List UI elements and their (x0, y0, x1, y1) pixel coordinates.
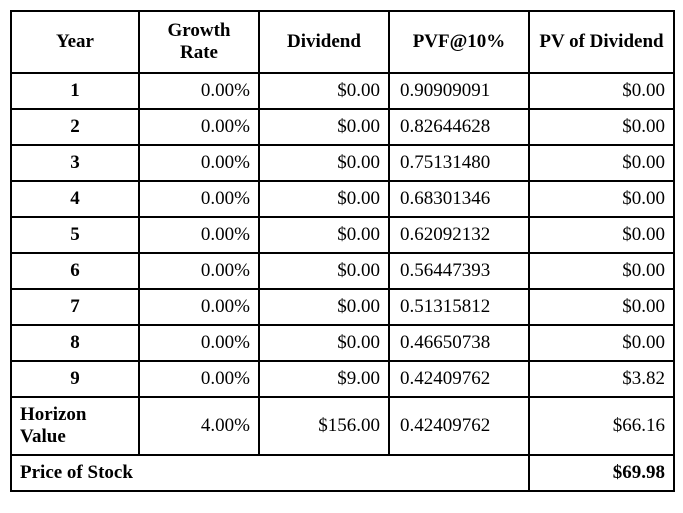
cell-growth: 0.00% (139, 109, 259, 145)
cell-dividend: $0.00 (259, 181, 389, 217)
price-value: $69.98 (529, 455, 674, 491)
cell-pvf: 0.42409762 (389, 361, 529, 397)
cell-growth: 0.00% (139, 217, 259, 253)
table-row: 1 0.00% $0.00 0.90909091 $0.00 (11, 73, 674, 109)
cell-growth: 0.00% (139, 325, 259, 361)
cell-pvf: 0.42409762 (389, 397, 529, 455)
cell-pv: $0.00 (529, 289, 674, 325)
table-row: 5 0.00% $0.00 0.62092132 $0.00 (11, 217, 674, 253)
table-row: 6 0.00% $0.00 0.56447393 $0.00 (11, 253, 674, 289)
dividend-table: Year Growth Rate Dividend PVF@10% PV of … (10, 10, 675, 492)
cell-year: 1 (11, 73, 139, 109)
cell-dividend: $0.00 (259, 289, 389, 325)
cell-pv: $0.00 (529, 181, 674, 217)
cell-year: 6 (11, 253, 139, 289)
price-row: Price of Stock $69.98 (11, 455, 674, 491)
col-year: Year (11, 11, 139, 73)
cell-growth: 0.00% (139, 145, 259, 181)
cell-pvf: 0.82644628 (389, 109, 529, 145)
cell-pvf: 0.51315812 (389, 289, 529, 325)
col-pv: PV of Dividend (529, 11, 674, 73)
cell-dividend: $0.00 (259, 325, 389, 361)
header-row: Year Growth Rate Dividend PVF@10% PV of … (11, 11, 674, 73)
table-row: 8 0.00% $0.00 0.46650738 $0.00 (11, 325, 674, 361)
cell-year: 3 (11, 145, 139, 181)
table-row: 4 0.00% $0.00 0.68301346 $0.00 (11, 181, 674, 217)
table-row: 3 0.00% $0.00 0.75131480 $0.00 (11, 145, 674, 181)
cell-year: 5 (11, 217, 139, 253)
cell-pv: $0.00 (529, 217, 674, 253)
table-row: 7 0.00% $0.00 0.51315812 $0.00 (11, 289, 674, 325)
cell-year: 4 (11, 181, 139, 217)
cell-pv: $0.00 (529, 253, 674, 289)
cell-dividend: $0.00 (259, 217, 389, 253)
cell-year: 7 (11, 289, 139, 325)
cell-pv: $3.82 (529, 361, 674, 397)
cell-growth: 0.00% (139, 253, 259, 289)
cell-dividend: $156.00 (259, 397, 389, 455)
cell-pvf: 0.75131480 (389, 145, 529, 181)
cell-dividend: $0.00 (259, 253, 389, 289)
cell-growth: 0.00% (139, 361, 259, 397)
cell-pv: $0.00 (529, 73, 674, 109)
cell-pvf: 0.46650738 (389, 325, 529, 361)
cell-year: 9 (11, 361, 139, 397)
cell-dividend: $0.00 (259, 109, 389, 145)
horizon-row: Horizon Value 4.00% $156.00 0.42409762 $… (11, 397, 674, 455)
col-growth: Growth Rate (139, 11, 259, 73)
cell-pvf: 0.56447393 (389, 253, 529, 289)
cell-dividend: $9.00 (259, 361, 389, 397)
col-dividend: Dividend (259, 11, 389, 73)
cell-growth: 4.00% (139, 397, 259, 455)
cell-dividend: $0.00 (259, 73, 389, 109)
cell-pvf: 0.90909091 (389, 73, 529, 109)
cell-year: 8 (11, 325, 139, 361)
horizon-label: Horizon Value (11, 397, 139, 455)
table-row: 9 0.00% $9.00 0.42409762 $3.82 (11, 361, 674, 397)
table-body: 1 0.00% $0.00 0.90909091 $0.00 2 0.00% $… (11, 73, 674, 491)
cell-pv: $66.16 (529, 397, 674, 455)
cell-growth: 0.00% (139, 289, 259, 325)
cell-year: 2 (11, 109, 139, 145)
cell-pv: $0.00 (529, 325, 674, 361)
cell-growth: 0.00% (139, 73, 259, 109)
cell-pvf: 0.68301346 (389, 181, 529, 217)
table-row: 2 0.00% $0.00 0.82644628 $0.00 (11, 109, 674, 145)
price-label: Price of Stock (11, 455, 529, 491)
cell-growth: 0.00% (139, 181, 259, 217)
cell-pv: $0.00 (529, 145, 674, 181)
cell-dividend: $0.00 (259, 145, 389, 181)
cell-pvf: 0.62092132 (389, 217, 529, 253)
col-pvf: PVF@10% (389, 11, 529, 73)
cell-pv: $0.00 (529, 109, 674, 145)
